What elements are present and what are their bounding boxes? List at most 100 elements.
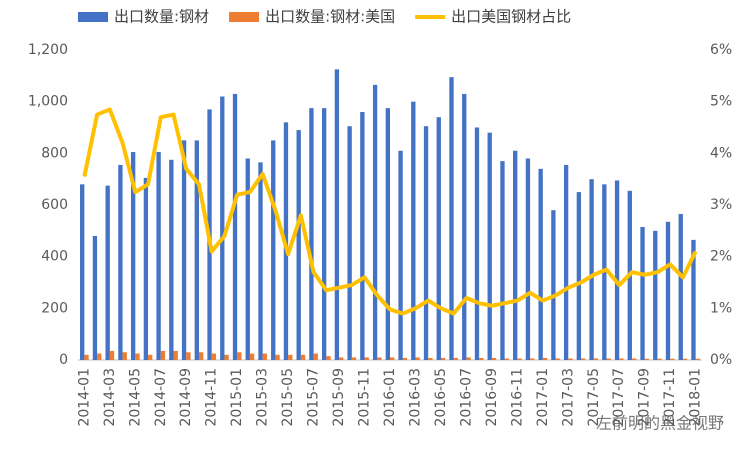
y2-tick-label: 6%: [710, 42, 732, 58]
bar: [415, 357, 420, 360]
bar: [194, 140, 199, 360]
bar: [181, 140, 187, 360]
y2-tick-label: 1%: [710, 300, 732, 316]
bar: [351, 357, 357, 360]
x-tick-label: 2017-01: [535, 368, 551, 427]
bar: [143, 177, 149, 360]
x-tick-label: 2014-01: [76, 368, 92, 427]
bar: [339, 357, 344, 360]
x-tick-label: 2014-07: [153, 368, 169, 427]
bar: [563, 164, 569, 360]
legend-swatch: [78, 12, 108, 22]
legend-label: 出口数量:钢材: [114, 8, 209, 26]
bar: [105, 185, 110, 360]
bar: [372, 84, 378, 360]
bar: [377, 357, 382, 360]
bar: [423, 126, 429, 360]
bar: [321, 108, 327, 360]
bar: [288, 354, 293, 360]
bar: [148, 354, 153, 360]
y-tick-label: 600: [41, 197, 68, 213]
bar: [657, 358, 662, 360]
bar: [173, 350, 178, 360]
bar: [118, 164, 123, 360]
bar: [453, 357, 459, 360]
legend-label: 出口数量:钢材:美国: [265, 8, 395, 26]
y2-tick-label: 4%: [710, 145, 732, 161]
x-tick-label: 2016-01: [382, 368, 398, 427]
legend-label: 出口美国钢材占比: [451, 8, 571, 26]
x-tick-label: 2017-07: [611, 368, 627, 427]
bar: [538, 168, 543, 360]
bar: [691, 239, 696, 360]
legend-swatch: [229, 12, 260, 22]
x-tick-label: 2016-03: [407, 368, 423, 427]
bar: [156, 152, 161, 360]
bar: [619, 358, 624, 360]
bar: [670, 358, 675, 360]
y2-tick-label: 0%: [710, 352, 732, 368]
bar: [385, 108, 390, 360]
y2-tick-label: 2%: [710, 249, 732, 265]
bar: [640, 226, 645, 360]
bar: [504, 358, 509, 360]
bar: [347, 126, 352, 360]
bar: [186, 352, 191, 360]
x-tick-label: 2015-03: [255, 368, 271, 427]
bar: [97, 353, 102, 360]
y-tick-label: 400: [41, 249, 68, 265]
bar: [678, 214, 683, 360]
x-tick-label: 2015-07: [306, 368, 322, 427]
y-tick-label: 0: [59, 352, 68, 368]
bar: [160, 350, 166, 360]
watermark: 左前明的黑金视野: [596, 414, 724, 433]
bar: [122, 352, 127, 360]
bar: [474, 127, 480, 360]
bar: [135, 353, 140, 360]
bar: [309, 108, 314, 360]
bar: [390, 357, 395, 360]
bar: [258, 162, 263, 360]
bar: [411, 101, 416, 361]
bar: [631, 358, 637, 360]
bar: [491, 357, 497, 360]
bar: [517, 358, 522, 360]
bar: [462, 93, 467, 361]
legend: 出口数量:钢材 出口数量:钢材:美国 出口美国钢材占比: [78, 8, 571, 26]
bar: [568, 358, 573, 360]
bar: [313, 353, 318, 360]
bar: [479, 357, 484, 360]
bar: [92, 236, 98, 360]
x-tick-label: 2015-05: [280, 368, 296, 427]
bar: [614, 180, 620, 360]
bar: [245, 158, 250, 360]
x-tick-label: 2016-05: [433, 368, 449, 427]
bar: [232, 93, 238, 361]
bar: [555, 358, 560, 360]
bar: [653, 230, 658, 360]
bar: [296, 130, 301, 360]
bar: [224, 354, 229, 360]
bar: [428, 357, 433, 360]
bar: [360, 112, 365, 360]
bar: [220, 96, 225, 360]
bar: [249, 353, 255, 360]
bar: [130, 152, 136, 360]
line: [82, 107, 698, 316]
bar: [440, 357, 446, 360]
bar: [237, 352, 242, 360]
bar: [109, 350, 115, 360]
bar: [275, 354, 280, 360]
y-tick-label: 1,000: [28, 94, 68, 110]
x-tick-label: 2016-07: [458, 368, 474, 427]
y2-tick-label: 3%: [710, 197, 732, 213]
bar: [695, 358, 700, 360]
bar: [84, 354, 89, 360]
bar: [576, 192, 582, 360]
bar: [169, 159, 174, 360]
bar: [326, 356, 331, 360]
y-tick-label: 200: [41, 300, 68, 316]
bar: [593, 358, 599, 360]
x-tick-label: 2015-01: [229, 368, 245, 427]
x-tick-label: 2014-11: [204, 368, 220, 427]
